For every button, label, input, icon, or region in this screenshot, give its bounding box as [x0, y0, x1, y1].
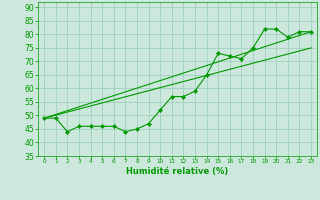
X-axis label: Humidité relative (%): Humidité relative (%)	[126, 167, 229, 176]
